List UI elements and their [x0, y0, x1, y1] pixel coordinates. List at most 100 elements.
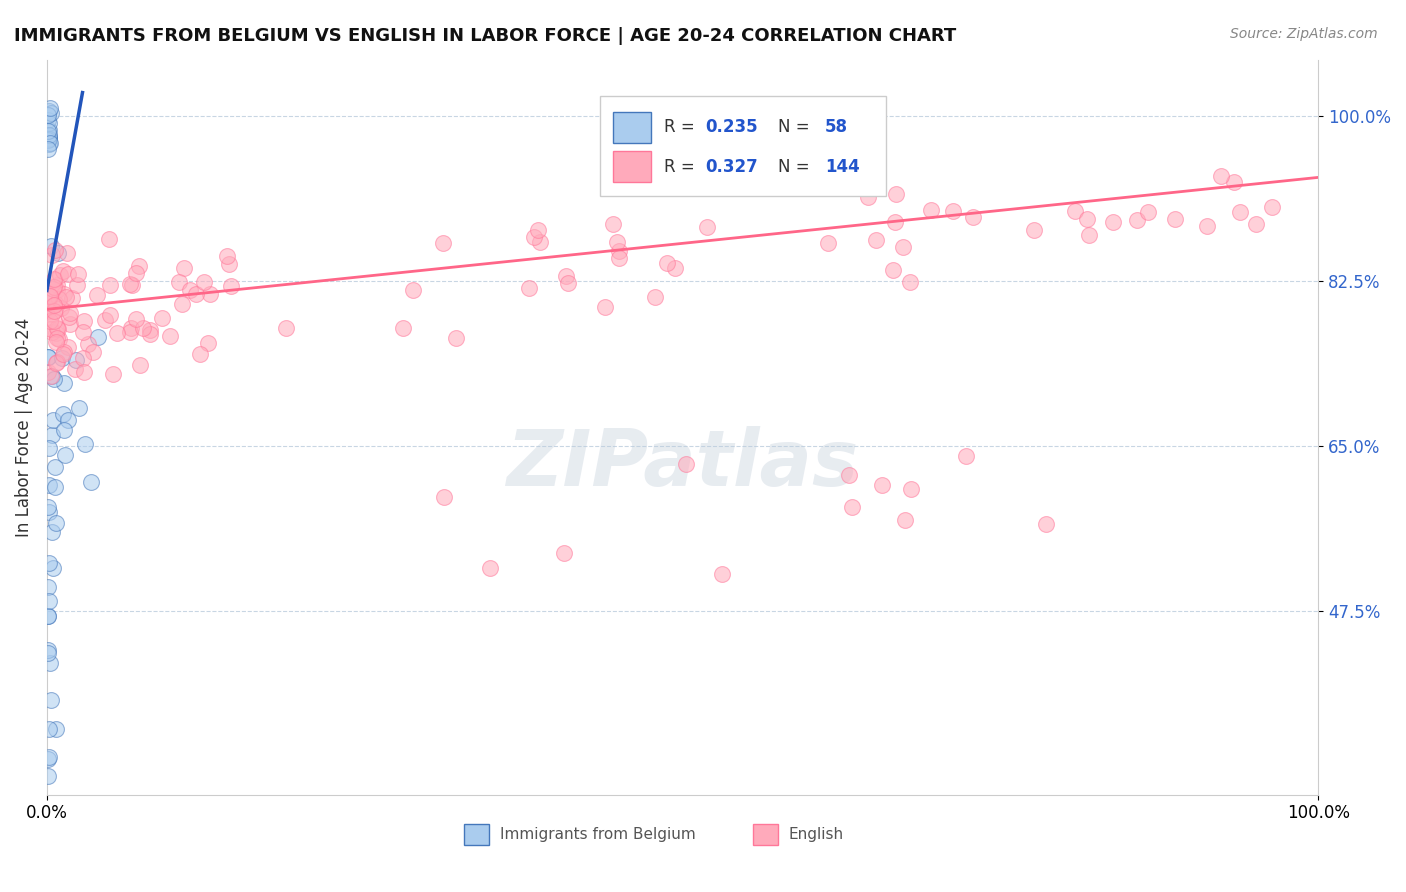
Point	[45, 326, 67, 340]
Point	[39, 105, 62, 120]
Point	[37, 128, 59, 143]
Text: ZIPatlas: ZIPatlas	[506, 425, 859, 502]
Point	[46, 321, 69, 335]
Point	[45, 321, 67, 335]
Point	[39, 693, 62, 707]
Point	[41, 239, 63, 253]
Point	[37, 580, 59, 594]
Point	[38, 288, 60, 302]
Point	[1063, 204, 1085, 219]
Point	[517, 281, 540, 295]
Point	[73, 365, 96, 379]
Point	[655, 255, 678, 269]
Bar	[613, 112, 651, 143]
Point	[1102, 214, 1125, 228]
Point	[38, 116, 60, 130]
Point	[67, 267, 90, 281]
Point	[39, 136, 62, 150]
Point	[38, 104, 60, 119]
Point	[37, 769, 59, 783]
Point	[98, 308, 121, 322]
Bar	[600, 96, 886, 195]
Point	[125, 266, 148, 280]
Point	[46, 331, 69, 345]
Point	[97, 231, 120, 245]
Point	[218, 257, 240, 271]
Point	[858, 190, 880, 204]
Text: N =: N =	[778, 158, 815, 176]
Point	[87, 330, 110, 344]
Point	[41, 325, 63, 339]
Point	[188, 347, 211, 361]
Point	[118, 325, 141, 339]
Point	[38, 123, 60, 137]
Point	[44, 243, 66, 257]
Point	[1024, 223, 1046, 237]
Point	[60, 291, 83, 305]
Point	[52, 407, 75, 421]
Point	[37, 123, 59, 137]
Point	[59, 317, 82, 331]
Text: IMMIGRANTS FROM BELGIUM VS ENGLISH IN LABOR FORCE | AGE 20-24 CORRELATION CHART: IMMIGRANTS FROM BELGIUM VS ENGLISH IN LA…	[14, 27, 956, 45]
Point	[1244, 217, 1267, 231]
Point	[197, 335, 219, 350]
Point	[44, 273, 66, 287]
Point	[41, 307, 63, 321]
Point	[45, 722, 67, 736]
Point	[942, 203, 965, 218]
Text: 0.235: 0.235	[706, 119, 758, 136]
Point	[37, 142, 59, 156]
Text: Immigrants from Belgium: Immigrants from Belgium	[499, 827, 695, 842]
Point	[120, 320, 142, 334]
Point	[53, 287, 76, 301]
Point	[121, 278, 143, 293]
Point	[38, 656, 60, 670]
Point	[1076, 212, 1098, 227]
Point	[817, 236, 839, 251]
Point	[167, 275, 190, 289]
Point	[1209, 169, 1232, 183]
Point	[76, 337, 98, 351]
Point	[392, 321, 415, 335]
Point	[53, 376, 76, 390]
Point	[42, 372, 65, 386]
Point	[696, 219, 718, 234]
Point	[402, 283, 425, 297]
Point	[37, 646, 59, 660]
Point	[1035, 516, 1057, 531]
Point	[138, 323, 160, 337]
Point	[48, 332, 70, 346]
Point	[53, 448, 76, 462]
Point	[894, 513, 917, 527]
Point	[37, 500, 59, 514]
Point	[606, 235, 628, 249]
Point	[41, 248, 63, 262]
Point	[38, 136, 60, 151]
Point	[37, 351, 59, 365]
Text: 58: 58	[825, 119, 848, 136]
Point	[39, 322, 62, 336]
Point	[38, 101, 60, 115]
Point	[38, 128, 60, 143]
Point	[39, 289, 62, 303]
Point	[37, 295, 59, 310]
Point	[44, 459, 66, 474]
Point	[173, 261, 195, 276]
Text: R =: R =	[664, 119, 700, 136]
Point	[101, 367, 124, 381]
Point	[37, 304, 59, 318]
Point	[37, 108, 59, 122]
Point	[42, 561, 65, 575]
Point	[675, 457, 697, 471]
Point	[37, 133, 59, 147]
Point	[53, 423, 76, 437]
Point	[37, 112, 59, 127]
Point	[86, 288, 108, 302]
Text: R =: R =	[664, 158, 700, 176]
Point	[55, 245, 77, 260]
Point	[45, 355, 67, 369]
Point	[152, 310, 174, 325]
Point	[45, 516, 67, 531]
Point	[870, 477, 893, 491]
Point	[159, 329, 181, 343]
